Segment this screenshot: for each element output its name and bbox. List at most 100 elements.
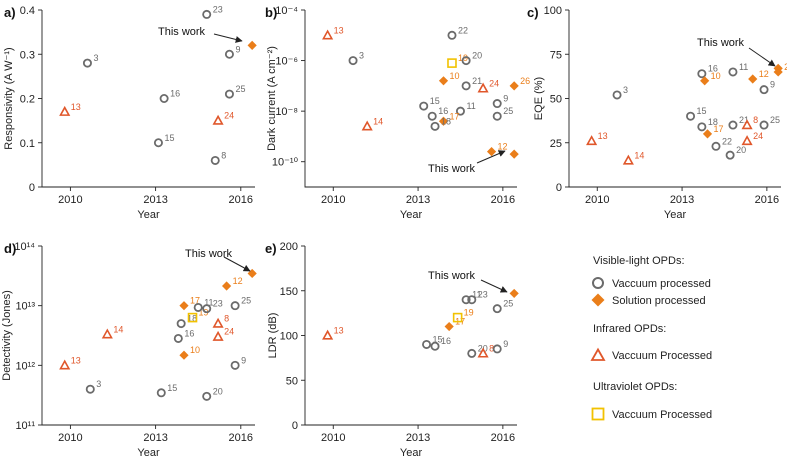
reference-label: 13 [71,355,81,365]
data-point-infrared [59,105,71,116]
reference-label: 16 [184,328,194,338]
y-axis-label: Dark current (A cm⁻²) [266,46,278,151]
reference-label: 24 [753,131,763,141]
reference-label: 15 [164,133,174,143]
reference-label: 25 [235,84,245,94]
data-point-solution [773,67,783,77]
reference-label: 15 [697,106,707,116]
y-tick-label: 10⁻⁴ [275,5,298,17]
reference-label: 23 [213,299,223,309]
y-tick-label: 150 [280,286,298,298]
x-tick-label: 2016 [755,194,779,206]
panel-d: 2010 2013 201610¹¹10¹²10¹³10¹⁴d)YearDetect… [1,241,257,459]
data-point-solution [509,288,519,299]
this-work-annotation: This work [185,248,233,260]
x-tick-label: 2010 [585,194,609,206]
data-point-vacuum [728,67,738,77]
panel-e-axes [304,246,517,426]
x-axis-label: Year [137,447,160,459]
reference-label: 20 [472,51,482,61]
y-tick-label: 0 [29,182,35,194]
this-work-arrow [213,33,243,43]
data-point-solution [509,149,519,159]
y-axis-label: Responsivity (A W⁻¹) [3,47,15,149]
y-tick-label: 10⁻⁸ [275,106,298,118]
reference-label: 26 [784,62,787,72]
x-tick-label: 2013 [143,432,167,444]
data-point-vacuum [725,150,735,160]
x-tick-label: 2016 [491,194,515,206]
data-point-vacuum [202,9,212,19]
reference-label: 13 [598,131,608,141]
reference-label: 8 [221,150,226,160]
data-point-vacuum [467,348,477,358]
reference-label: 15 [430,96,440,106]
data-point-vacuum [430,121,440,131]
data-point-infrared [361,120,373,131]
legend-vacuum-marker [592,277,604,289]
data-point-solution [444,321,454,332]
reference-label: 14 [113,324,123,334]
reference-label: 11 [466,101,475,111]
reference-label: 10 [711,71,721,81]
reference-label: 13 [334,25,344,35]
reference-label: 15 [167,383,177,393]
panel-label: e) [265,241,277,256]
data-point-vacuum [711,141,721,151]
data-point-vacuum [230,301,240,311]
legend-uv-label: Vaccuum Processed [612,409,712,421]
x-tick-label: 2016 [229,432,253,444]
panel-label: c) [527,5,539,20]
x-axis-label: Year [137,209,160,221]
data-point-solution [179,350,189,360]
reference-label: 23 [213,4,223,14]
data-point-infrared [741,119,753,130]
data-point-solution [748,74,758,84]
y-tick-label: 10¹³ [15,301,35,313]
data-point-infrared [741,135,753,146]
reference-label: 11 [472,290,481,300]
y-axis-label: LDR (dB) [267,313,279,359]
data-point-vacuum [759,85,769,95]
data-point-vacuum [492,111,502,121]
y-tick-label: 10⁻¹⁰ [272,157,299,169]
y-tick-label: 10¹² [15,360,35,372]
data-point-solution [700,76,710,86]
data-point-vacuum [461,295,471,305]
panel-label: b) [265,5,277,20]
reference-label: 9 [241,355,246,365]
reference-label: 9 [503,94,508,104]
legend-visible-title: Visible-light OPDs: [593,255,685,267]
data-point-infrared [212,317,224,328]
reference-label: 19 [199,308,209,318]
reference-label: 13 [71,102,81,112]
reference-label: 9 [503,339,508,349]
reference-label: 24 [224,111,234,121]
reference-label: 3 [93,53,98,63]
legend-infrared-marker [590,347,606,361]
data-point-vacuum [82,58,92,68]
reference-label: 22 [722,136,732,146]
data-point-infrared [212,114,224,125]
data-point-vacuum [728,120,738,130]
reference-label: 17 [190,296,200,306]
y-tick-label: 10¹⁴ [14,241,35,253]
reference-label: 10 [450,71,460,81]
panel-a: 2010 2013 2016 0 0.1 0.2 0.3 0.4 a) Year Responsiv… [3,4,257,221]
chart-panels: 2010 2013 201600.10.20.30.4a)YearResponsiv… [1,4,787,459]
y-tick-label: 0.1 [20,138,35,150]
this-work-annotation: This work [158,26,206,38]
data-point-vacuum [697,122,707,132]
data-point-solution [179,301,189,311]
this-work-arrow [480,279,508,293]
x-tick-label: 2016 [229,194,253,206]
x-tick-label: 2013 [670,194,694,206]
reference-label: 20 [213,386,223,396]
y-tick-label: 0.2 [20,94,35,106]
reference-label: 9 [770,80,775,90]
reference-label: 8 [224,314,229,324]
data-point-solution [247,40,257,50]
x-tick-label: 2016 [491,432,515,444]
